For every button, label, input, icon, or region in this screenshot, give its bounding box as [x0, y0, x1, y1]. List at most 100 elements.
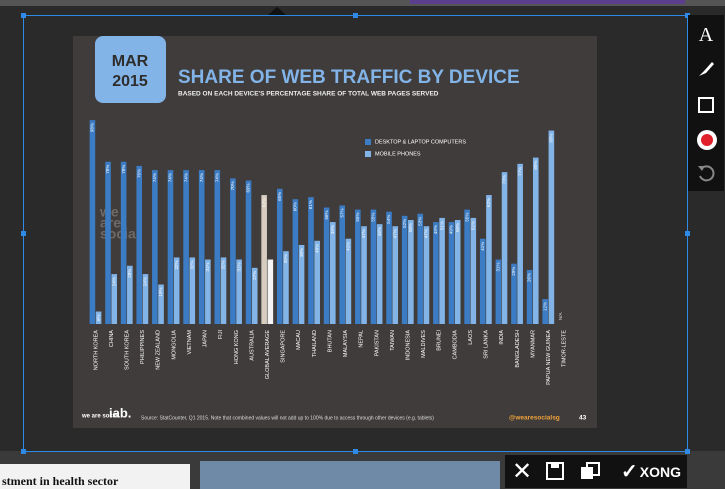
pointer: [268, 7, 286, 15]
value-label: 53%: [417, 217, 422, 226]
undo-tool[interactable]: [696, 163, 716, 183]
value-label: 60%: [293, 202, 298, 211]
bar: [245, 180, 252, 324]
bar: [417, 213, 424, 324]
value-label: 38%: [299, 248, 304, 257]
value-label: 62%: [486, 198, 491, 207]
bar: [308, 197, 314, 324]
page-number: 43: [579, 415, 587, 422]
value-label: 73%: [502, 175, 507, 184]
bar: [236, 259, 242, 324]
source-note: Source: StatCounter, Q1 2015. Note that …: [141, 415, 434, 421]
copy-button[interactable]: [579, 461, 601, 481]
date-badge: [95, 36, 166, 103]
value-label: 32%: [221, 260, 226, 269]
check-icon: ✓: [621, 461, 638, 483]
x-tick-label: CAMBODIA: [452, 330, 458, 360]
x-tick-label: INDIA: [499, 330, 505, 345]
value-label: 32%: [174, 260, 179, 269]
confirm-button[interactable]: ✓ XONG: [617, 455, 685, 488]
x-tick-label: GLOBAL AVERAGE: [265, 330, 271, 380]
value-label: 49%: [433, 225, 438, 234]
save-button[interactable]: [545, 461, 565, 481]
value-label: 61%: [308, 200, 313, 209]
x-tick-label: PHILIPPINES: [140, 330, 146, 364]
bar: [314, 240, 320, 324]
bar: [111, 274, 118, 324]
x-tick-label: MONGOLIA: [171, 330, 177, 360]
bar: [230, 178, 236, 324]
x-tick-label: TAIWAN: [390, 330, 396, 351]
value-label: 74%: [214, 173, 219, 182]
value-label: 70%: [230, 181, 235, 190]
value-label: 74%: [152, 173, 157, 182]
x-tick-label: NEW ZEALAND: [156, 330, 162, 370]
chart-subtitle: BASED ON EACH DEVICE'S PERCENTAGE SHARE …: [178, 91, 439, 98]
bar: [361, 226, 367, 324]
bar: [205, 259, 211, 324]
value-label: 19%: [158, 287, 163, 296]
value-label: 57%: [339, 208, 344, 217]
bar: [454, 220, 461, 324]
bar: [167, 170, 174, 324]
bar: [376, 224, 383, 324]
handle: @wearesocialsg: [509, 415, 560, 422]
value-label: 31%: [205, 263, 210, 272]
value-label: 55%: [355, 213, 360, 222]
legend-label: MOBILE PHONES: [375, 151, 421, 157]
chart-title: SHARE OF WEB TRAFFIC BY DEVICE: [178, 67, 520, 88]
value-label: 27%: [252, 271, 257, 280]
bar: [276, 188, 283, 324]
x-tick-label: MACAU: [296, 330, 302, 350]
bar: [142, 274, 149, 324]
bar: [486, 195, 492, 324]
bar: [251, 267, 258, 324]
badge-month: MAR: [112, 53, 149, 70]
x-tick-label: TIMOR-LESTE: [562, 330, 568, 367]
value-label: 12%: [542, 302, 547, 311]
value-label: 32%: [189, 260, 194, 269]
color-tool[interactable]: [696, 129, 718, 151]
value-label: 24%: [111, 277, 116, 286]
bar: [548, 130, 555, 324]
value-label: 80%: [533, 161, 538, 170]
bar: [330, 222, 336, 324]
bar: [479, 238, 486, 324]
bar: [345, 238, 352, 324]
bar: [95, 311, 102, 324]
x-tick-label: PAKISTAN: [374, 330, 380, 356]
brush-tool[interactable]: [696, 59, 716, 79]
bar: [532, 157, 539, 324]
value-label: 50%: [408, 223, 413, 232]
value-label: 49%: [330, 225, 335, 234]
bar: [423, 226, 430, 324]
value-label: 51%: [439, 221, 444, 230]
rect-tool[interactable]: [696, 95, 716, 115]
bar: [408, 220, 414, 324]
value-label: 26%: [527, 273, 532, 282]
value-label: 74%: [199, 173, 204, 182]
x-tick-label: MYANMAR: [530, 330, 536, 358]
bar: [120, 161, 127, 324]
bar: [298, 244, 305, 324]
x-tick-label: SRI LANKA: [484, 330, 490, 359]
value-label: 98%: [90, 123, 95, 132]
bar: [439, 217, 445, 324]
value-label: 76%: [136, 169, 141, 178]
value-label: 52%: [402, 219, 407, 228]
value-label: 78%: [121, 165, 126, 174]
x-tick-label: MALDIVES: [421, 330, 427, 358]
x-tick-label: FIJI: [218, 330, 224, 340]
side-toolbar: A: [688, 15, 724, 191]
x-tick-label: SOUTH KOREA: [124, 330, 130, 370]
x-tick-label: LAOS: [468, 330, 474, 345]
text-tool[interactable]: A: [698, 23, 714, 46]
x-tick-label: MALAYSIA: [343, 330, 349, 357]
bar: [542, 299, 548, 324]
x-tick-label: JAPAN: [203, 330, 209, 347]
cancel-button[interactable]: ✕: [511, 458, 533, 485]
value-label: 47%: [361, 229, 366, 238]
bar: [323, 207, 330, 324]
x-tick-label: AUSTRALIA: [249, 330, 255, 361]
background-text: stment in health sector: [2, 474, 119, 488]
